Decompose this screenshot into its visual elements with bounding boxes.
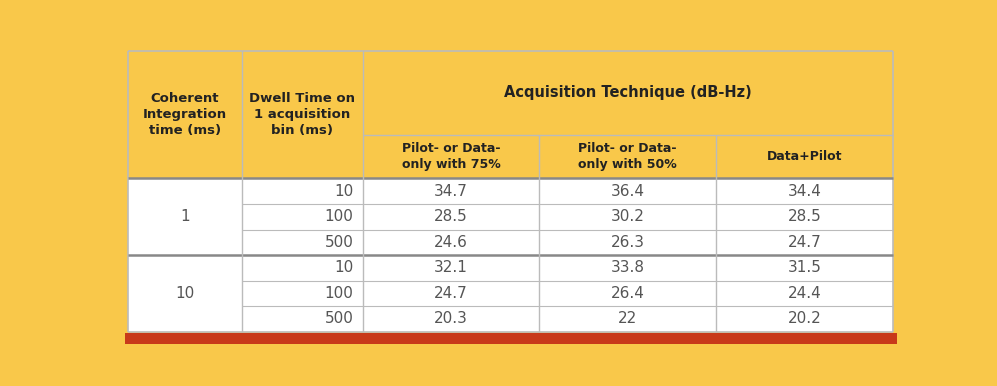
- Text: Coherent
Integration
time (ms): Coherent Integration time (ms): [143, 92, 227, 137]
- Text: 26.3: 26.3: [610, 235, 645, 250]
- Text: Data+Pilot: Data+Pilot: [767, 150, 842, 163]
- Bar: [129, 51, 241, 178]
- Bar: [129, 204, 893, 230]
- Text: 22: 22: [618, 312, 637, 327]
- Text: Pilot- or Data-
only with 50%: Pilot- or Data- only with 50%: [578, 142, 677, 171]
- Text: 20.2: 20.2: [788, 312, 822, 327]
- Text: 100: 100: [324, 209, 353, 224]
- Text: Dwell Time on
1 acquisition
bin (ms): Dwell Time on 1 acquisition bin (ms): [249, 92, 355, 137]
- Text: 32.1: 32.1: [434, 260, 468, 275]
- Bar: [129, 178, 893, 204]
- Text: 10: 10: [334, 260, 353, 275]
- Text: 24.7: 24.7: [788, 235, 822, 250]
- Text: 10: 10: [175, 286, 194, 301]
- Text: 33.8: 33.8: [610, 260, 645, 275]
- Text: 30.2: 30.2: [611, 209, 644, 224]
- Bar: [363, 51, 893, 135]
- Text: 34.4: 34.4: [788, 184, 822, 199]
- Text: 20.3: 20.3: [434, 312, 468, 327]
- Bar: [129, 230, 893, 255]
- Bar: [241, 51, 363, 178]
- Text: 100: 100: [324, 286, 353, 301]
- Text: 500: 500: [324, 235, 353, 250]
- Text: 24.7: 24.7: [434, 286, 468, 301]
- Text: 34.7: 34.7: [434, 184, 468, 199]
- Text: 26.4: 26.4: [611, 286, 644, 301]
- Text: 24.4: 24.4: [788, 286, 822, 301]
- Bar: [129, 281, 893, 306]
- Text: 24.6: 24.6: [434, 235, 468, 250]
- Text: 1: 1: [180, 209, 189, 224]
- Bar: [125, 333, 897, 344]
- Text: 10: 10: [334, 184, 353, 199]
- Text: 36.4: 36.4: [610, 184, 645, 199]
- Text: Pilot- or Data-
only with 75%: Pilot- or Data- only with 75%: [402, 142, 500, 171]
- Text: 500: 500: [324, 312, 353, 327]
- Bar: [539, 135, 716, 178]
- Text: 31.5: 31.5: [788, 260, 822, 275]
- Bar: [129, 306, 893, 332]
- Bar: [129, 255, 893, 281]
- Text: 28.5: 28.5: [788, 209, 822, 224]
- Bar: [363, 135, 539, 178]
- Bar: [716, 135, 893, 178]
- Text: Acquisition Technique (dB-Hz): Acquisition Technique (dB-Hz): [504, 85, 752, 100]
- Text: 28.5: 28.5: [434, 209, 468, 224]
